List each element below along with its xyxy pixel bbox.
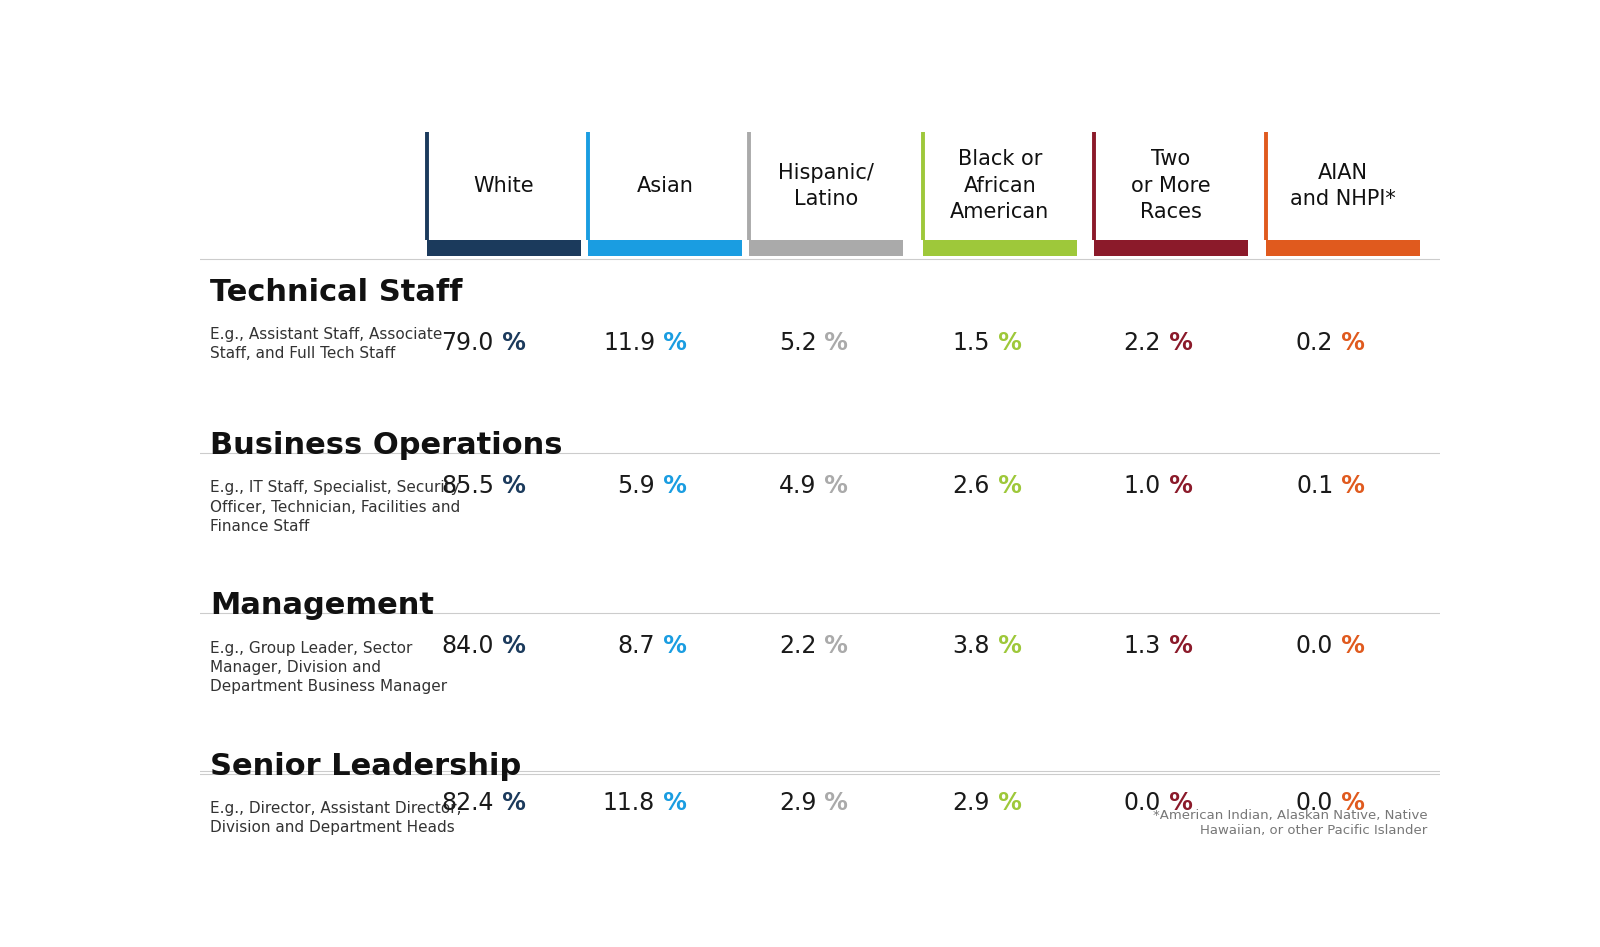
Text: %: % — [494, 474, 526, 497]
Bar — [1267, 240, 1421, 256]
Text: 85.5: 85.5 — [442, 474, 494, 497]
Text: %: % — [816, 634, 848, 658]
Text: E.g., Assistant Staff, Associate
Staff, and Full Tech Staff: E.g., Assistant Staff, Associate Staff, … — [210, 328, 442, 362]
Bar — [427, 240, 581, 256]
Text: 2.9: 2.9 — [779, 791, 816, 814]
Text: 11.8: 11.8 — [603, 791, 654, 814]
Text: Asian: Asian — [637, 176, 693, 196]
Text: Two
or More
Races: Two or More Races — [1131, 150, 1211, 223]
Bar — [589, 240, 742, 256]
Text: 1.0: 1.0 — [1123, 474, 1162, 497]
Text: 2.6: 2.6 — [952, 474, 990, 497]
Text: Black or
African
American: Black or African American — [950, 150, 1050, 223]
Text: 0.0: 0.0 — [1296, 791, 1333, 814]
Text: %: % — [654, 634, 686, 658]
Text: 5.2: 5.2 — [779, 331, 816, 355]
Text: %: % — [654, 791, 686, 814]
Text: White: White — [474, 176, 534, 196]
Bar — [749, 240, 902, 256]
Text: 0.0: 0.0 — [1123, 791, 1162, 814]
Text: 2.2: 2.2 — [779, 634, 816, 658]
Text: 8.7: 8.7 — [618, 634, 654, 658]
Text: E.g., Director, Assistant Director,
Division and Department Heads: E.g., Director, Assistant Director, Divi… — [210, 801, 461, 835]
Text: %: % — [816, 331, 848, 355]
Text: Business Operations: Business Operations — [210, 431, 563, 460]
Text: 1.3: 1.3 — [1123, 634, 1162, 658]
Text: %: % — [654, 474, 686, 497]
Text: %: % — [494, 634, 526, 658]
Text: %: % — [494, 791, 526, 814]
Text: 0.2: 0.2 — [1296, 331, 1333, 355]
Text: 3.8: 3.8 — [952, 634, 990, 658]
Text: %: % — [990, 791, 1022, 814]
Text: %: % — [1333, 791, 1365, 814]
Text: %: % — [1162, 791, 1194, 814]
Text: AIAN
and NHPI*: AIAN and NHPI* — [1291, 163, 1397, 209]
Text: %: % — [654, 331, 686, 355]
Text: 79.0: 79.0 — [442, 331, 494, 355]
Text: 4.9: 4.9 — [779, 474, 816, 497]
Text: %: % — [1162, 634, 1194, 658]
Text: %: % — [1333, 331, 1365, 355]
Text: E.g., Group Leader, Sector
Manager, Division and
Department Business Manager: E.g., Group Leader, Sector Manager, Divi… — [210, 641, 446, 694]
Text: Senior Leadership: Senior Leadership — [210, 752, 522, 780]
Text: 0.0: 0.0 — [1296, 634, 1333, 658]
Text: %: % — [1162, 474, 1194, 497]
Text: %: % — [816, 474, 848, 497]
Text: 2.2: 2.2 — [1123, 331, 1162, 355]
Text: Hispanic/
Latino: Hispanic/ Latino — [778, 163, 874, 209]
Text: E.g., IT Staff, Specialist, Security
Officer, Technician, Facilities and
Finance: E.g., IT Staff, Specialist, Security Off… — [210, 480, 461, 534]
Text: 1.5: 1.5 — [952, 331, 990, 355]
Text: %: % — [1333, 474, 1365, 497]
Text: 2.9: 2.9 — [952, 791, 990, 814]
Text: Technical Staff: Technical Staff — [210, 277, 462, 307]
Text: %: % — [990, 331, 1022, 355]
Text: %: % — [990, 634, 1022, 658]
Text: %: % — [1333, 634, 1365, 658]
Text: %: % — [816, 791, 848, 814]
Text: *American Indian, Alaskan Native, Native
Hawaiian, or other Pacific Islander: *American Indian, Alaskan Native, Native… — [1154, 809, 1427, 837]
Text: %: % — [1162, 331, 1194, 355]
Text: 84.0: 84.0 — [442, 634, 494, 658]
Text: 11.9: 11.9 — [603, 331, 654, 355]
Text: %: % — [990, 474, 1022, 497]
Text: 5.9: 5.9 — [618, 474, 654, 497]
Text: Management: Management — [210, 591, 434, 620]
Text: 0.1: 0.1 — [1296, 474, 1333, 497]
Text: 82.4: 82.4 — [442, 791, 494, 814]
Bar — [1094, 240, 1248, 256]
Bar — [923, 240, 1077, 256]
Text: %: % — [494, 331, 526, 355]
